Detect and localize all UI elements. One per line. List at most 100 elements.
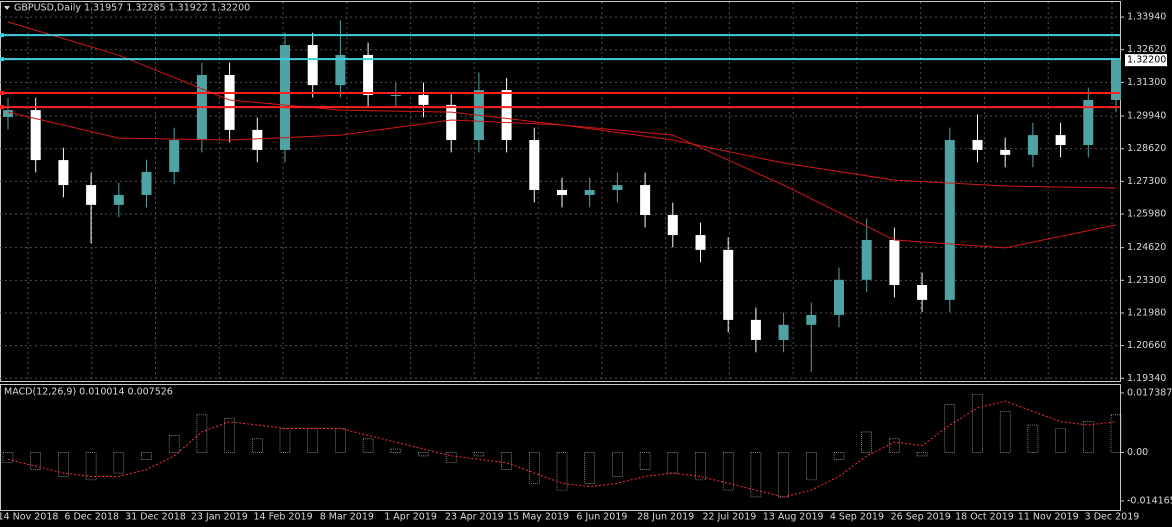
- candle-body: [252, 129, 263, 150]
- level-handle: [0, 57, 4, 62]
- macd-bar: [916, 452, 928, 457]
- macd-bar: [418, 452, 429, 457]
- candle-body: [86, 185, 97, 205]
- macd-bar: [528, 452, 540, 484]
- macd-bar: [695, 452, 706, 481]
- macd-bar: [667, 452, 679, 474]
- x-tick-label: 23 Jan 2019: [191, 512, 248, 523]
- price-frame: [0, 1, 1121, 382]
- candle-body: [307, 45, 318, 86]
- x-tick-label: 3 Dec 2019: [1085, 512, 1140, 523]
- y-tick-label: 1.28620: [1127, 143, 1166, 154]
- macd-bar: [999, 411, 1011, 453]
- macd-bar: [362, 438, 374, 453]
- y-tick-label: 1.33940: [1127, 12, 1166, 23]
- macd-bar: [196, 414, 208, 453]
- level-handle: [0, 105, 4, 110]
- signal-line: [7, 400, 1117, 498]
- macd-bar: [639, 452, 651, 470]
- macd-bar: [805, 452, 817, 481]
- x-tick-label: 6 Jun 2019: [576, 512, 627, 523]
- macd-bar: [833, 452, 845, 460]
- candle-body: [1055, 135, 1066, 145]
- y-tick-label: 0.017387: [1127, 387, 1172, 398]
- level-handle: [0, 91, 4, 96]
- candle-body: [224, 74, 235, 130]
- x-tick-label: 13 Aug 2019: [763, 512, 824, 523]
- candle-body: [418, 95, 429, 105]
- candle-body: [529, 140, 540, 191]
- chart-title: GBPUSD,Daily 1.31957 1.32285 1.31922 1.3…: [14, 3, 250, 14]
- level-handle: [0, 33, 4, 38]
- x-tick-label: 28 Jun 2019: [637, 512, 694, 523]
- macd-bar: [944, 404, 956, 453]
- y-tick-label: 1.29940: [1127, 111, 1166, 122]
- candle-body: [501, 90, 512, 141]
- macd-bar: [30, 452, 42, 470]
- candle-body: [557, 190, 567, 195]
- y-tick-label: 1.23300: [1127, 275, 1166, 286]
- x-tick-label: 15 May 2019: [507, 512, 569, 523]
- moving-average: [7, 111, 1117, 249]
- candle-body: [446, 104, 457, 141]
- candle-body: [944, 140, 955, 300]
- macd-bar: [58, 452, 69, 477]
- candle-body: [113, 194, 124, 205]
- y-tick-label: -0.014165: [1127, 495, 1172, 506]
- candle-body: [750, 319, 761, 340]
- current-price-box: [1125, 54, 1167, 67]
- x-tick-label: 11 Nov 2019: [1018, 512, 1079, 523]
- macd-bar: [2, 452, 14, 464]
- candle-body: [1000, 149, 1011, 155]
- menu-icon[interactable]: [4, 6, 10, 10]
- x-tick-label: 8 Mar 2019: [320, 512, 374, 523]
- current-price-label: 1.32200: [1127, 55, 1166, 66]
- macd-title: MACD(12,26,9) 0.010014 0.007526: [4, 387, 173, 398]
- macd-frame: [0, 384, 1121, 511]
- candle-body: [1027, 135, 1038, 155]
- candle-body: [141, 171, 152, 195]
- macd-bar: [722, 452, 734, 491]
- macd-bar: [1055, 428, 1066, 453]
- macd-bar: [501, 452, 512, 470]
- macd-bar: [445, 452, 457, 464]
- candle-body: [972, 140, 983, 150]
- candle-body: [834, 279, 844, 315]
- macd-bar: [224, 417, 235, 453]
- macd-bar: [972, 393, 983, 453]
- candle-body: [695, 235, 706, 250]
- macd-bar: [778, 452, 789, 498]
- candle-body: [778, 324, 789, 340]
- macd-bar: [889, 438, 900, 453]
- macd-bar: [612, 452, 623, 477]
- macd-bar: [750, 452, 762, 498]
- macd-bar: [168, 435, 180, 453]
- y-tick-label: 1.27300: [1127, 176, 1166, 187]
- x-tick-label: 26 Sep 2019: [891, 512, 951, 523]
- candle-body: [723, 249, 734, 320]
- candle-body: [390, 95, 401, 97]
- x-tick-label: 4 Sep 2019: [830, 512, 884, 523]
- candle-body: [169, 140, 180, 172]
- candle-body: [280, 45, 290, 150]
- y-tick-label: 0.00: [1127, 447, 1148, 458]
- macd-bar: [113, 452, 125, 474]
- candle-body: [335, 54, 346, 86]
- candle-body: [3, 110, 13, 118]
- y-tick-label: 1.24620: [1127, 242, 1166, 253]
- macd-bar: [279, 428, 291, 453]
- macd-bar: [85, 452, 97, 481]
- macd-bar: [1083, 421, 1094, 453]
- x-tick-label: 6 Dec 2018: [64, 512, 119, 523]
- macd-bar: [1110, 414, 1122, 453]
- candle-body: [917, 285, 928, 300]
- y-tick-label: 1.21980: [1127, 307, 1166, 318]
- candle-body: [58, 160, 69, 186]
- candle-body: [30, 110, 41, 161]
- candle-body: [861, 239, 872, 280]
- macd-bar: [252, 438, 263, 453]
- candle-body: [667, 215, 678, 236]
- candle-body: [363, 54, 374, 96]
- y-tick-label: 1.31300: [1127, 77, 1166, 88]
